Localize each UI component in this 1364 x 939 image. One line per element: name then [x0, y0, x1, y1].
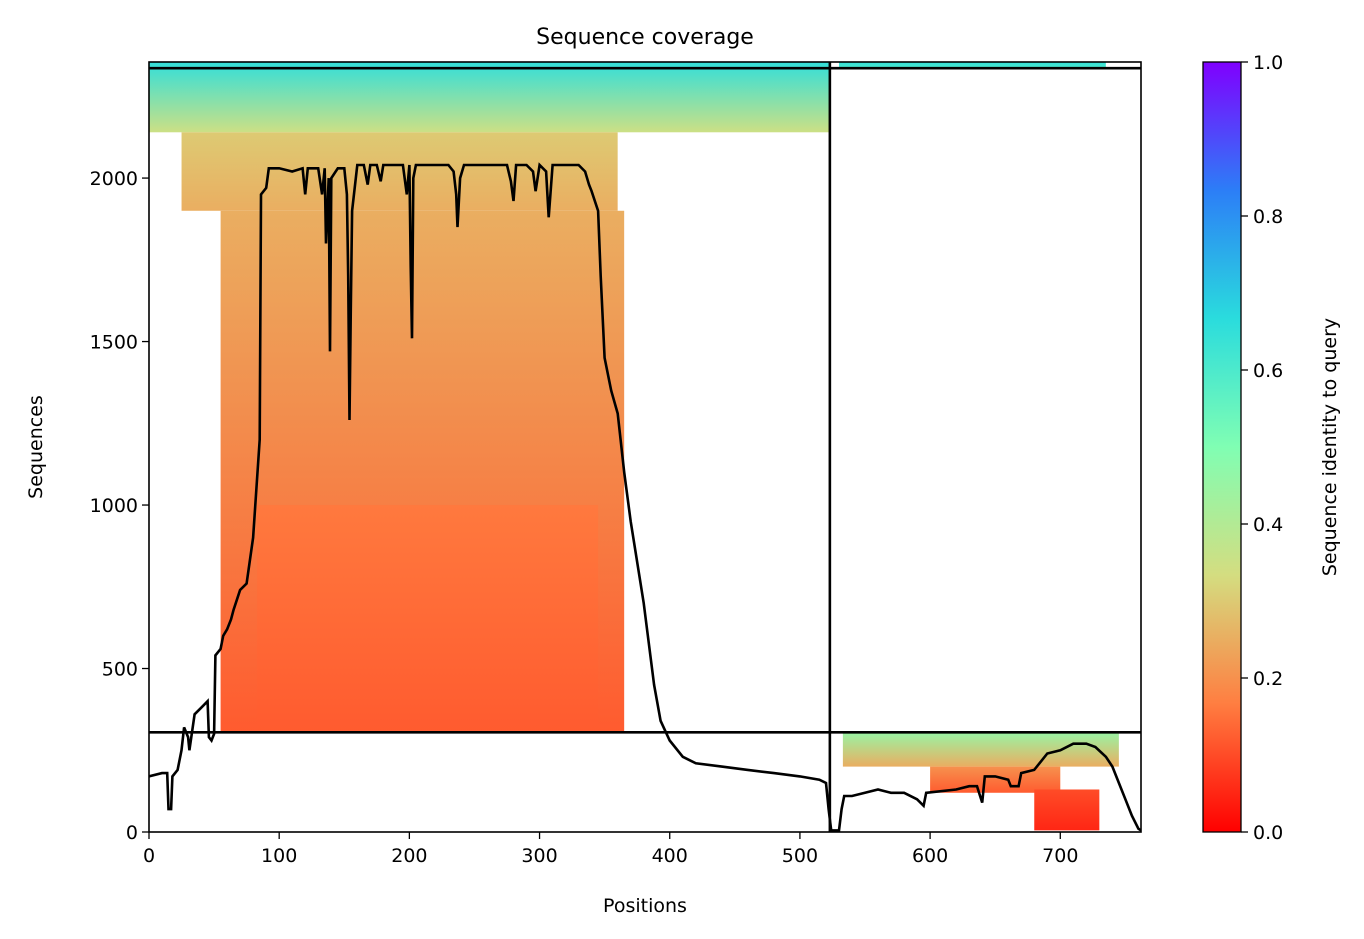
y-axis-label: Sequences — [25, 395, 47, 499]
x-tick-label: 700 — [1042, 845, 1078, 867]
colorbar-tick-label: 0.4 — [1253, 514, 1283, 536]
colorbar-tick-label: 1.0 — [1253, 52, 1283, 74]
plot-frame — [148, 61, 1142, 833]
chain-boundaries — [149, 62, 1141, 832]
x-tick-label: 0 — [143, 845, 155, 867]
coverage-block — [149, 62, 830, 133]
y-tick-label: 2000 — [90, 168, 138, 190]
colorbar-label: Sequence identity to query — [1319, 318, 1341, 576]
colorbar-tick-label: 0.8 — [1253, 206, 1283, 228]
colorbar — [1203, 62, 1241, 832]
y-tick-label: 500 — [102, 659, 138, 681]
coverage-block — [1034, 789, 1100, 831]
y-axis-ticks: 0 500 1000 1500 2000 — [90, 168, 149, 844]
coverage-block — [838, 62, 1106, 69]
x-tick-label: 100 — [261, 845, 297, 867]
coverage-block — [257, 505, 599, 733]
colorbar-tick-label: 0.6 — [1253, 360, 1283, 382]
y-tick-label: 0 — [126, 822, 138, 844]
y-tick-label: 1500 — [90, 332, 138, 354]
colorbar-tick-label: 0.2 — [1253, 668, 1283, 690]
coverage-line — [149, 162, 1141, 832]
x-axis-ticks: 0 100 200 300 400 500 600 700 — [143, 832, 1078, 867]
x-tick-label: 300 — [521, 845, 557, 867]
colorbar-ticks: 0.0 0.2 0.4 0.6 0.8 1.0 — [1241, 52, 1283, 844]
coverage-block — [930, 766, 1061, 793]
x-tick-label: 400 — [652, 845, 688, 867]
y-tick-label: 1000 — [90, 495, 138, 517]
x-axis-label: Positions — [603, 895, 687, 917]
colorbar-tick-label: 0.0 — [1253, 822, 1283, 844]
coverage-blocks — [149, 62, 1119, 831]
x-tick-label: 200 — [391, 845, 427, 867]
colorbar-frame — [1202, 61, 1242, 833]
coverage-block — [842, 732, 1119, 767]
x-tick-label: 600 — [912, 845, 948, 867]
chart-title: Sequence coverage — [536, 25, 754, 50]
x-tick-label: 500 — [782, 845, 818, 867]
